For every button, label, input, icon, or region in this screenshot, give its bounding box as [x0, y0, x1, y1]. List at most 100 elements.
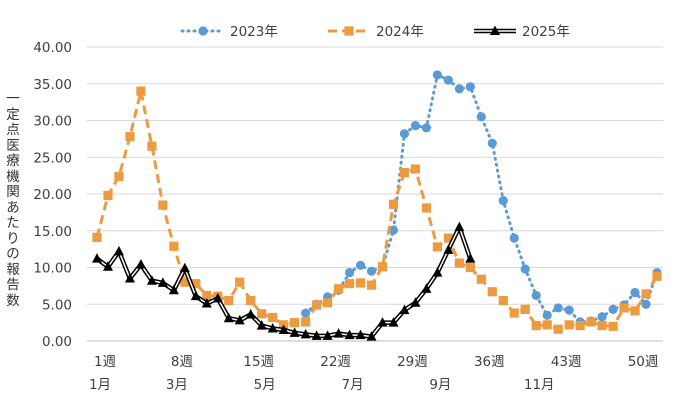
data-point	[246, 295, 256, 306]
data-point	[366, 280, 377, 290]
data-point	[487, 287, 497, 297]
data-point	[564, 320, 574, 330]
y-tick-label: 30.00	[33, 114, 72, 130]
x-tick-week: 50週	[628, 354, 659, 370]
data-point	[421, 283, 432, 293]
y-tick-label: 35.00	[33, 77, 72, 93]
data-point	[355, 278, 366, 288]
data-point	[399, 304, 410, 315]
data-point	[476, 274, 486, 284]
data-point	[180, 277, 190, 287]
x-tick-week: 36週	[474, 354, 505, 370]
data-point	[608, 321, 618, 331]
data-point	[333, 284, 344, 294]
x-tick-month: 9月	[429, 377, 451, 393]
data-point	[136, 86, 146, 96]
data-point	[641, 289, 651, 299]
data-point	[212, 292, 223, 303]
data-point	[235, 277, 245, 287]
data-point	[355, 260, 366, 270]
data-point	[278, 324, 289, 334]
data-point	[366, 331, 377, 341]
data-point	[289, 327, 300, 337]
data-point	[301, 317, 311, 327]
data-point	[146, 275, 157, 285]
x-tick-week: 43週	[551, 354, 582, 370]
y-tick-label: 0.00	[42, 334, 72, 350]
data-point	[157, 277, 168, 287]
data-point	[454, 84, 464, 94]
data-point	[256, 320, 267, 330]
data-point	[344, 279, 355, 289]
legend-label: 2024年	[376, 24, 424, 40]
data-point	[498, 295, 508, 306]
data-point	[344, 329, 355, 340]
data-point	[92, 232, 102, 242]
data-point	[630, 306, 640, 316]
data-point	[388, 317, 399, 327]
data-point	[300, 328, 311, 339]
y-axis-title-char: 療	[6, 153, 20, 169]
data-point	[103, 190, 113, 201]
y-axis-title-char: 報	[6, 261, 20, 278]
data-point	[147, 141, 157, 151]
y-tick-label: 40.00	[33, 40, 72, 56]
data-point	[619, 303, 629, 313]
y-tick-label: 15.00	[33, 224, 72, 240]
data-point	[257, 309, 267, 319]
data-point	[432, 70, 442, 80]
data-point	[410, 121, 421, 131]
data-point	[399, 129, 410, 139]
data-point	[245, 309, 256, 319]
data-point	[267, 323, 278, 333]
data-point	[125, 132, 135, 142]
legend-item-2024年: 2024年	[328, 24, 424, 40]
data-point	[465, 253, 476, 263]
data-point	[509, 233, 519, 243]
data-point	[542, 310, 552, 320]
y-axis-title-char: 数	[6, 292, 20, 309]
data-point	[102, 261, 113, 271]
data-point	[421, 123, 432, 133]
data-point	[443, 233, 453, 243]
series-layer	[92, 70, 662, 341]
data-point	[553, 303, 563, 313]
y-axis-title-char: あ	[6, 199, 20, 216]
data-point	[201, 298, 212, 308]
data-point	[190, 290, 201, 301]
data-point	[509, 308, 519, 318]
data-point	[333, 328, 344, 338]
data-point	[531, 320, 541, 331]
y-tick-label: 5.00	[42, 297, 72, 313]
y-axis-title-char: の	[6, 246, 20, 262]
data-point	[542, 320, 552, 330]
data-point	[597, 320, 607, 331]
data-point	[520, 264, 530, 274]
data-point	[490, 25, 500, 35]
x-tick-month: 1月	[89, 377, 111, 393]
data-point	[641, 299, 651, 309]
data-point	[169, 241, 179, 251]
data-point	[202, 290, 212, 301]
data-point	[410, 297, 421, 307]
x-tick-week: 22週	[320, 354, 351, 370]
data-point	[575, 320, 585, 331]
data-point	[399, 168, 410, 178]
y-tick-label: 20.00	[33, 187, 72, 203]
data-point	[597, 312, 607, 322]
data-point	[301, 308, 311, 318]
legend-item-2023年: 2023年	[180, 24, 278, 40]
series-2025年	[92, 221, 476, 341]
x-tick-labels: 1週 8週 15週 22週 29週 36週 43週 50週 1月 3月 5月 7月 9月 11月	[89, 354, 659, 393]
data-point	[322, 298, 333, 308]
data-point	[454, 221, 465, 232]
y-axis-title: 一定点医療機関あたりの報告数	[2, 91, 24, 309]
x-tick-month: 3月	[166, 377, 188, 393]
data-point	[564, 305, 574, 315]
data-point	[355, 329, 366, 340]
data-point	[312, 300, 322, 310]
data-point	[158, 200, 168, 210]
y-axis-title-char: 一	[6, 91, 20, 107]
